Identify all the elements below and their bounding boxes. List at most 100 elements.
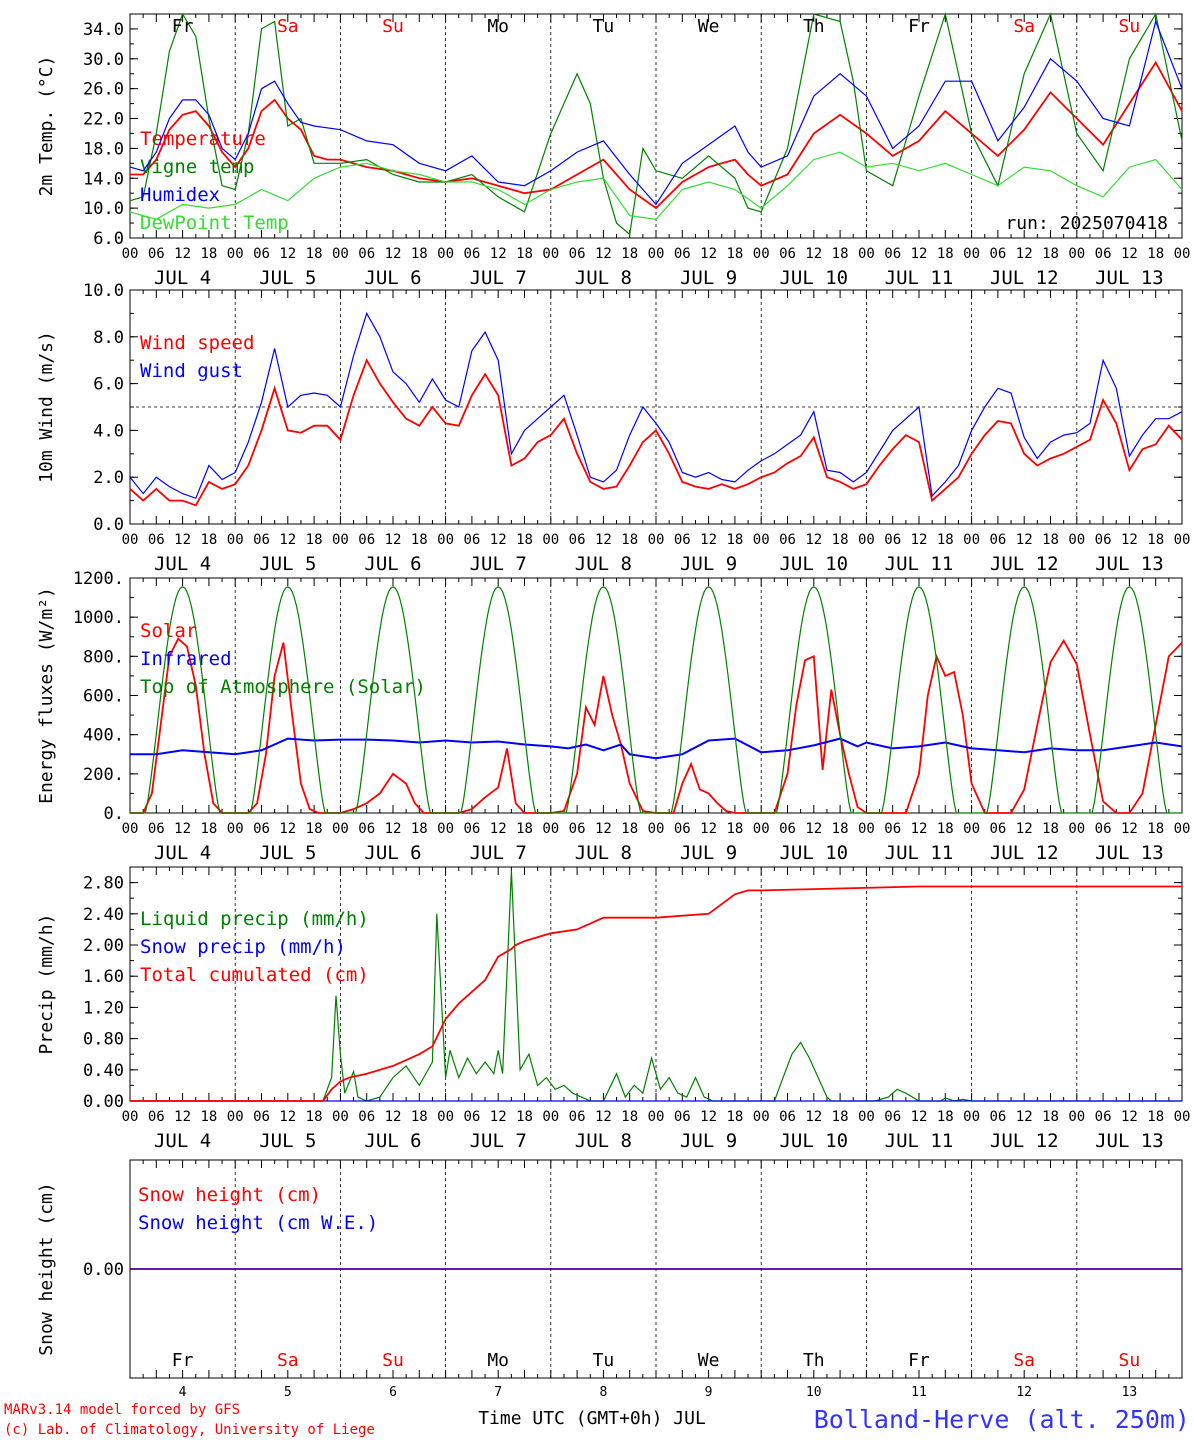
panel-3: 0. 200. 400. 600. 800. 1000. 1200. Energy fluxe… [36, 569, 1190, 864]
hour-label: 18 [621, 246, 638, 262]
panel-1: 6.0 10.0 14.0 18.0 22.0 26.0 30.0 34.0 2m Temp. … [36, 11, 1191, 289]
legend-snow-height-cm-w-e-: Snow height (cm W.E.) [138, 1212, 378, 1234]
hour-label: 00 [648, 246, 665, 262]
hour-label: 12 [805, 246, 822, 262]
hour-label: 06 [253, 246, 270, 262]
date-label: JUL 4 [154, 1130, 211, 1152]
legend-humidex: Humidex [140, 184, 220, 206]
date-label: JUL 9 [680, 842, 737, 864]
hour-label: 00 [1174, 1109, 1191, 1125]
hour-label: 18 [621, 1109, 638, 1125]
date-label: JUL 7 [470, 267, 527, 289]
hour-label: 06 [569, 821, 586, 837]
date-label: JUL 6 [364, 553, 421, 575]
series-line-temperature [130, 60, 1183, 210]
hour-label: 12 [490, 1109, 507, 1125]
hour-label: 00 [858, 821, 875, 837]
date-label: JUL 4 [154, 553, 211, 575]
hour-label: 12 [911, 1109, 928, 1125]
date-label: JUL 9 [680, 1130, 737, 1152]
hour-label: 12 [805, 1109, 822, 1125]
hour-label: 00 [227, 1109, 244, 1125]
day-name: Sa [277, 1350, 299, 1371]
hour-label: 18 [832, 246, 849, 262]
hour-label: 18 [306, 1109, 323, 1125]
hour-label: 00 [227, 821, 244, 837]
panel-2: 0.0 2.0 4.0 6.0 8.0 10.0 10m Wind (m/s) Wind sp… [36, 281, 1190, 575]
y-tick-label: 10.0 [83, 281, 124, 301]
hour-label: 18 [411, 821, 428, 837]
series-line-dewpoint-temp [129, 151, 1183, 220]
hour-label: 12 [1016, 1109, 1033, 1125]
day-name: Tu [593, 16, 615, 37]
hour-label: 18 [726, 1109, 743, 1125]
hour-label: 18 [306, 532, 323, 548]
day-name: Sa [1013, 1350, 1035, 1371]
y-tick-label: 600. [83, 687, 124, 707]
y-tick-label: 1000. [73, 608, 124, 628]
day-name: Sa [1013, 16, 1035, 37]
hour-label: 12 [1016, 532, 1033, 548]
date-label: JUL 4 [154, 842, 211, 864]
hour-label: 12 [700, 821, 717, 837]
day-number: 6 [389, 1385, 397, 1400]
hour-label: 18 [306, 821, 323, 837]
hour-label: 12 [595, 821, 612, 837]
hour-label: 00 [437, 1109, 454, 1125]
hour-label: 06 [989, 246, 1006, 262]
run-label: run: 2025070418 [1005, 213, 1168, 234]
date-label: JUL 10 [779, 553, 848, 575]
date-label: JUL 5 [259, 553, 316, 575]
day-name: Sa [277, 16, 299, 37]
hour-label: 12 [700, 246, 717, 262]
legend-temperature: Temperature [140, 128, 266, 150]
hour-label: 18 [516, 821, 533, 837]
hour-label: 12 [279, 246, 296, 262]
hour-label: 06 [569, 1109, 586, 1125]
day-name: Mo [487, 16, 509, 37]
panel-4: 0.00 0.40 0.80 1.20 1.60 2.00 2.40 2.80 Precip (… [36, 866, 1191, 1152]
hour-label: 12 [1121, 532, 1138, 548]
hour-label: 12 [490, 532, 507, 548]
hour-label: 00 [437, 821, 454, 837]
date-label: JUL 10 [779, 842, 848, 864]
series-line-total-cumulated-cm- [130, 885, 1182, 1102]
hour-label: 18 [1042, 821, 1059, 837]
date-label: JUL 12 [990, 267, 1059, 289]
hour-label: 12 [700, 1109, 717, 1125]
hour-label: 00 [332, 821, 349, 837]
hour-label: 18 [200, 821, 217, 837]
hour-label: 06 [674, 821, 691, 837]
legend-snow-precip-mm-h-: Snow precip (mm/h) [140, 936, 346, 958]
hour-label: 06 [989, 1109, 1006, 1125]
series-line-liquid-precip-mm-h- [130, 870, 1182, 1102]
y-tick-label: 0.40 [83, 1061, 124, 1081]
hour-label: 06 [884, 1109, 901, 1125]
hour-label: 18 [411, 246, 428, 262]
legend-solar: Solar [140, 620, 197, 642]
hour-label: 00 [122, 821, 139, 837]
hour-label: 00 [753, 821, 770, 837]
model-credit: MARv3.14 model forced by GFS [4, 1402, 240, 1418]
y-tick-label: 10.0 [83, 199, 124, 219]
hour-label: 00 [1068, 821, 1085, 837]
hour-label: 06 [779, 1109, 796, 1125]
y-tick-label: 1.20 [83, 998, 124, 1018]
hour-label: 00 [1174, 246, 1191, 262]
y-tick-label: 6.0 [93, 229, 124, 249]
y-tick-label: 800. [83, 647, 124, 667]
legend-dewpoint-temp: DewPoint Temp [140, 212, 289, 234]
hour-label: 00 [1174, 821, 1191, 837]
date-label: JUL 8 [575, 842, 632, 864]
hour-label: 12 [174, 246, 191, 262]
date-label: JUL 6 [364, 267, 421, 289]
day-number: 8 [599, 1385, 607, 1400]
date-label: JUL 12 [990, 842, 1059, 864]
hour-label: 06 [884, 532, 901, 548]
day-name: Su [382, 1350, 404, 1371]
date-label: JUL 9 [680, 553, 737, 575]
date-label: JUL 8 [575, 1130, 632, 1152]
hour-label: 06 [358, 246, 375, 262]
y-tick-label: 8.0 [93, 328, 124, 348]
y-axis-title: Energy fluxes (W/m²) [36, 587, 57, 804]
